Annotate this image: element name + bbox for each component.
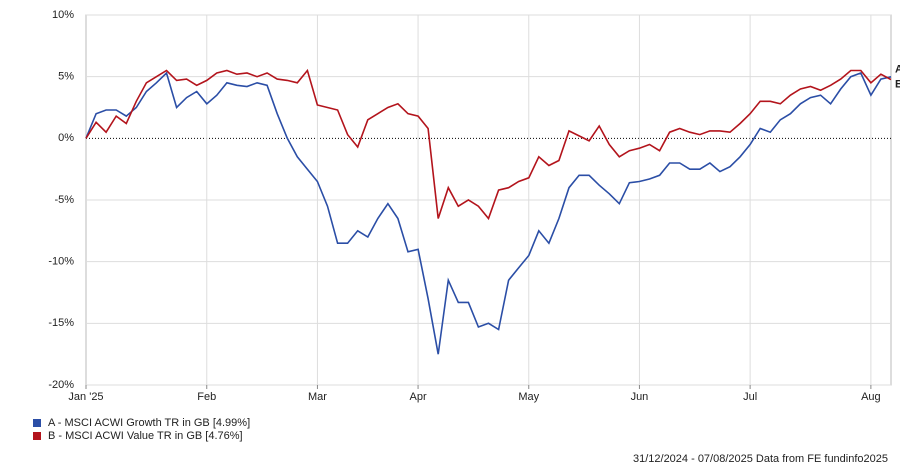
x-tick-label: Jul [743,391,757,403]
y-tick-label: 10% [52,9,74,21]
x-tick-label: Mar [308,391,327,403]
x-tick-label: Aug [861,391,881,403]
y-tick-label: -20% [48,379,74,391]
series-line [85,68,892,221]
y-tick-label: 5% [58,71,74,83]
y-tick-label: -10% [48,256,74,268]
end-label: A [895,64,900,76]
legend-swatch [33,419,41,427]
x-tick-label: Jan '25 [68,391,103,403]
y-tick-label: -15% [48,317,74,329]
x-tick-label: May [518,391,539,403]
x-tick-label: Jun [631,391,649,403]
end-label: B [895,79,900,91]
x-tick-label: Apr [410,391,427,403]
series-line [85,71,892,355]
source-note: 31/12/2024 - 07/08/2025 Data from FE fun… [633,453,888,465]
y-tick-label: -5% [54,194,74,206]
legend-label: A - MSCI ACWI Growth TR in GB [4.99%] [48,417,250,429]
y-tick-label: 0% [58,132,74,144]
legend-swatch [33,432,41,440]
legend-label: B - MSCI ACWI Value TR in GB [4.76%] [48,430,243,442]
x-tick-label: Feb [197,391,216,403]
